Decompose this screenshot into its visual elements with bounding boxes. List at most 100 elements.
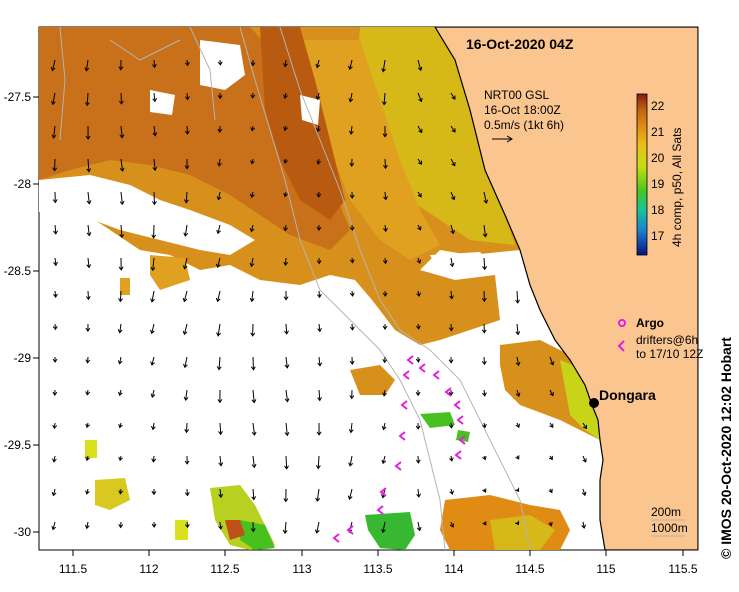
current-vector-head <box>382 292 388 297</box>
current-vector-head <box>381 459 387 465</box>
current-vector-head <box>448 359 454 364</box>
current-vector <box>52 521 56 530</box>
current-vector-head <box>481 360 487 366</box>
current-vectors <box>50 59 587 535</box>
current-vector-head <box>348 130 354 135</box>
current-vector-head <box>150 298 155 303</box>
current-vector <box>318 290 321 298</box>
colorbar-tick: 19 <box>651 177 665 191</box>
current-vector-head <box>52 458 57 463</box>
current-vector-head <box>449 490 454 495</box>
current-vector-head <box>52 325 58 331</box>
current-vector-head <box>315 63 321 69</box>
current-vector <box>153 59 156 68</box>
current-vector-head <box>349 360 355 366</box>
current-vector <box>86 92 89 106</box>
current-vector-head <box>118 456 124 462</box>
current-vector <box>152 455 155 462</box>
current-vector-head <box>249 193 255 199</box>
current-vector-head <box>348 429 354 434</box>
x-tick-label: 115.5 <box>668 562 697 576</box>
current-vector-head <box>52 199 58 204</box>
current-vector <box>318 323 321 332</box>
current-vector <box>384 224 387 232</box>
current-vector-head <box>217 162 222 167</box>
current-vector-head <box>449 262 455 268</box>
current-vector-head <box>315 465 321 470</box>
depth-legend: 200m 1000m <box>651 505 688 537</box>
current-vector-head <box>283 193 288 198</box>
current-vector-head <box>249 227 255 233</box>
current-vector-head <box>283 94 288 99</box>
current-vector <box>153 92 156 102</box>
current-vector-head <box>416 493 422 498</box>
current-vector <box>87 191 90 204</box>
current-vector <box>217 224 221 234</box>
x-axis: 111.5 112 112.5 113 113.5 114 114.5 115 … <box>59 550 698 576</box>
current-vector <box>582 488 586 496</box>
current-vector-head <box>482 392 487 397</box>
land-area <box>434 27 698 550</box>
current-vector <box>582 422 587 429</box>
current-vector <box>151 290 155 302</box>
current-vector-head <box>152 132 158 137</box>
current-vector-head <box>515 423 520 429</box>
current-vector-head <box>118 298 123 303</box>
current-vector <box>483 356 485 365</box>
current-vector <box>119 290 122 302</box>
y-tick-label: -29 <box>14 351 32 365</box>
current-vector-head <box>317 397 322 402</box>
current-vector <box>184 356 188 368</box>
sst-patch-coastal-yellow <box>355 27 515 245</box>
current-vector-head <box>548 521 553 527</box>
current-vector <box>153 158 156 171</box>
drifter-position <box>332 533 340 543</box>
current-vector <box>54 224 57 234</box>
current-vector <box>549 389 554 396</box>
current-vector-head <box>482 423 487 429</box>
current-vector-head <box>152 166 158 172</box>
current-vector-head <box>515 520 520 526</box>
drifter-position <box>394 461 402 471</box>
current-vector-head <box>316 226 322 232</box>
cloud-gap-4 <box>39 175 255 255</box>
cloud-gap-2 <box>150 90 175 115</box>
sst-patch-mid-green <box>420 412 455 428</box>
current-vector-head <box>250 160 255 165</box>
current-vector-head <box>515 392 521 398</box>
current-vector <box>250 257 254 267</box>
current-vector-head <box>582 424 587 430</box>
sst-patch-deep-red <box>260 27 345 220</box>
sst-patch-se-yellow <box>490 515 555 550</box>
current-vector-head <box>316 160 321 165</box>
current-vector-head <box>118 266 124 271</box>
y-tick-label: -28.5 <box>4 264 32 278</box>
current-vector-head <box>150 393 156 398</box>
current-vector-head <box>448 327 454 332</box>
current-vector <box>54 158 56 171</box>
current-vector <box>85 59 89 71</box>
current-vector-head <box>52 358 58 363</box>
colorbar: 22 21 20 19 18 17 4h comp, p50, All Sats <box>636 93 684 256</box>
current-vector <box>285 389 288 402</box>
current-vector-head <box>382 392 387 397</box>
current-vector-head <box>86 264 92 269</box>
current-vector-head <box>184 130 190 135</box>
current-vector-head <box>418 160 422 165</box>
current-vector-head <box>216 332 221 337</box>
current-vector <box>450 92 456 100</box>
current-vector-head <box>449 523 455 528</box>
current-vector-head <box>249 262 255 268</box>
current-vector-head <box>84 101 90 107</box>
drifter-position <box>346 525 354 535</box>
depth-200m-label: 200m <box>651 505 681 519</box>
current-vector-head <box>381 101 387 106</box>
current-vector-head <box>515 455 520 460</box>
current-vector-head <box>151 201 157 206</box>
current-vector-head <box>185 96 190 101</box>
colorbar-tick: 18 <box>651 203 665 217</box>
current-vector <box>383 389 386 396</box>
current-vector-head <box>482 455 487 461</box>
current-vector-head <box>348 98 354 103</box>
current-vector <box>450 158 456 166</box>
